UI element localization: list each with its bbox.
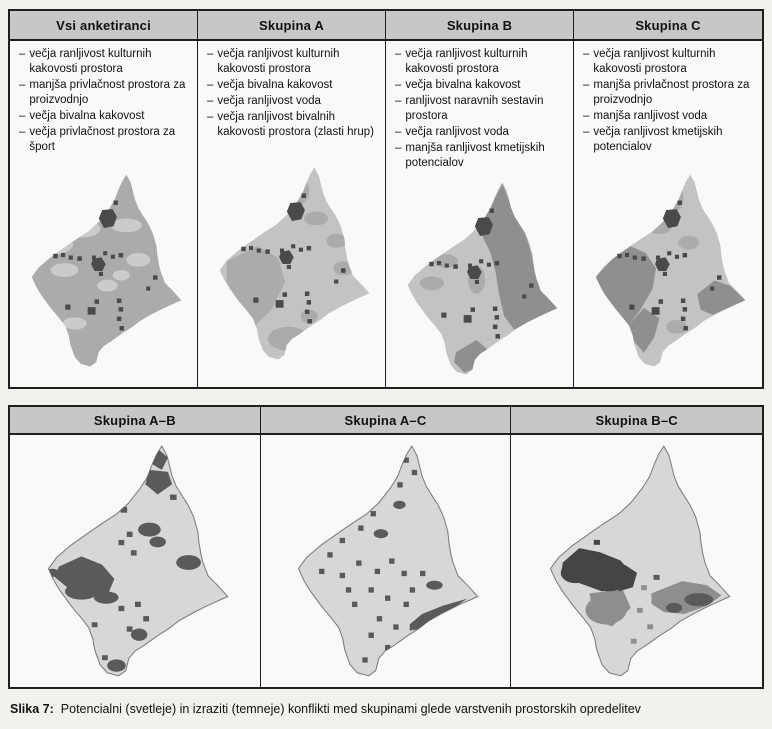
conflict-patches [319,456,468,663]
top-panel: Vsi anketiranci – večja ranljivost kultur… [8,9,764,389]
bullet-dash: – [19,125,26,138]
column-header: Skupina A–B [10,407,260,435]
column-title: Skupina A–C [344,412,427,428]
bullet-text: ranljivost naravnih sestavin prostora [405,94,544,122]
map-container [261,435,511,687]
bullet-dash: – [207,48,214,60]
bullet-item: – večja bivalna kakovost [19,109,192,124]
column-header: Skupina B–C [511,407,762,435]
bullet-text: manjša ranljivost voda [593,109,708,122]
figure-caption: Slika 7: Potencialni (svetleje) in izrazi… [10,701,762,717]
map-container [386,172,573,388]
map-container [198,141,385,387]
column-header: Skupina C [574,11,762,41]
criteria-list: – večja ranljivost kulturnih kakovosti pr… [395,47,568,172]
bullet-text: večja ranljivost voda [217,94,321,107]
criteria-list: – večja ranljivost kulturnih kakovosti pr… [583,47,757,156]
bullet-item: – manjša privlačnost prostora za proizvod… [583,78,757,108]
map-skupina-a-c [297,444,480,677]
group-column-skupina-a: Skupina A – večja ranljivost kulturnih ka… [198,11,386,387]
map-container [10,435,260,687]
bullet-dash: – [583,48,590,60]
column-title: Skupina B–C [595,412,678,428]
column-title: Skupina B [446,17,513,33]
column-header: Skupina A [198,11,385,41]
bullet-dash: – [395,125,402,138]
bullet-text: manjša privlačnost prostora za proizvodn… [29,78,186,106]
bullet-dash: – [207,78,214,91]
bullet-dash: – [583,125,590,138]
bullet-dash: – [19,109,26,122]
figure-caption-text: Potencialni (svetleje) in izraziti (temn… [60,702,641,716]
bullet-text: večja ranljivost voda [405,125,509,138]
column-title: Skupina A [259,17,324,33]
bullet-text: večja ranljivost kmetijskih potencialov [593,125,723,153]
map-vsi-anketiranci [31,174,181,367]
bullet-text: večja bivalna kakovost [405,78,521,91]
group-column-vsi-anketiranci: Vsi anketiranci – večja ranljivost kultur… [10,11,198,387]
bullet-dash: – [395,78,402,91]
bullet-dash: – [583,109,590,122]
bullet-dash: – [207,94,214,107]
bullet-text: manjša ranljivost kmetijskih potencialov [405,141,545,169]
bullet-item: – manjša ranljivost voda [583,109,757,124]
column-header: Skupina A–C [260,407,511,435]
map-skupina-b [407,182,557,375]
criteria-list: – večja ranljivost kulturnih kakovosti pr… [207,47,380,141]
bullet-item: – večja privlačnost prostora za šport [19,125,192,155]
bottom-panel: Skupina A–B [8,405,764,689]
group-column-skupina-a-c: Skupina A–C [260,407,512,687]
bullet-dash: – [583,78,590,91]
bullet-item: – večja ranljivost bivalnih kakovosti pro… [207,110,380,140]
bullet-dash: – [395,48,402,60]
bullet-item: – večja ranljivost kulturnih kakovosti pr… [19,47,192,77]
bullet-item: – večja ranljivost kulturnih kakovosti pr… [583,47,757,77]
bullet-dash: – [207,110,214,123]
group-column-skupina-b: Skupina B – večja ranljivost kulturnih ka… [386,11,574,387]
map-container [511,435,762,687]
bullet-item: – večja ranljivost kulturnih kakovosti pr… [207,47,380,77]
map-container [574,156,762,387]
bullet-item: – manjša privlačnost prostora za proizvod… [19,78,192,108]
bullet-item: – večja ranljivost kulturnih kakovosti pr… [395,47,568,77]
conflict-patches [560,539,722,644]
bullet-dash: – [395,94,402,107]
figure-caption-label: Slika 7: [10,702,54,716]
bullet-text: večja bivalna kakovost [217,78,333,91]
column-title: Skupina A–B [93,412,176,428]
bullet-text: večja ranljivost kulturnih kakovosti pro… [29,48,152,75]
bullet-text: večja ranljivost kulturnih kakovosti pro… [405,48,528,75]
bullet-text: večja privlačnost prostora za šport [29,125,176,153]
bullet-item: – večja ranljivost voda [207,94,380,109]
group-column-skupina-c: Skupina C – večja ranljivost kulturnih ka… [574,11,762,387]
criteria-list: – večja ranljivost kulturnih kakovosti pr… [19,47,192,156]
bullet-text: večja ranljivost kulturnih kakovosti pro… [217,48,340,75]
column-title: Vsi anketiranci [56,17,151,33]
map-skupina-a-b [47,444,229,677]
bullet-text: večja bivalna kakovost [29,109,145,122]
bullet-text: manjša privlačnost prostora za proizvodn… [593,78,750,106]
column-header: Skupina B [386,11,573,41]
map-outline [297,444,480,677]
map-skupina-c [595,174,746,367]
bullet-item: – manjša ranljivost kmetijskih potencialo… [395,141,568,171]
column-title: Skupina C [635,17,701,33]
map-skupina-a [219,167,369,360]
bullet-text: večja ranljivost kulturnih kakovosti pro… [593,48,716,75]
map-container [10,156,197,387]
group-column-skupina-a-b: Skupina A–B [10,407,261,687]
map-skupina-b-c [549,444,731,677]
bullet-item: – ranljivost naravnih sestavin prostora [395,94,568,124]
bullet-item: – večja bivalna kakovost [207,78,380,93]
bullet-dash: – [19,78,26,91]
bullet-item: – večja ranljivost kmetijskih potencialov [583,125,757,155]
bullet-item: – večja ranljivost voda [395,125,568,140]
column-header: Vsi anketiranci [10,11,197,41]
bullet-dash: – [19,48,26,60]
bullet-dash: – [395,141,402,154]
bullet-item: – večja bivalna kakovost [395,78,568,93]
bullet-text: večja ranljivost bivalnih kakovosti pros… [217,110,374,138]
group-column-skupina-b-c: Skupina B–C [511,407,762,687]
